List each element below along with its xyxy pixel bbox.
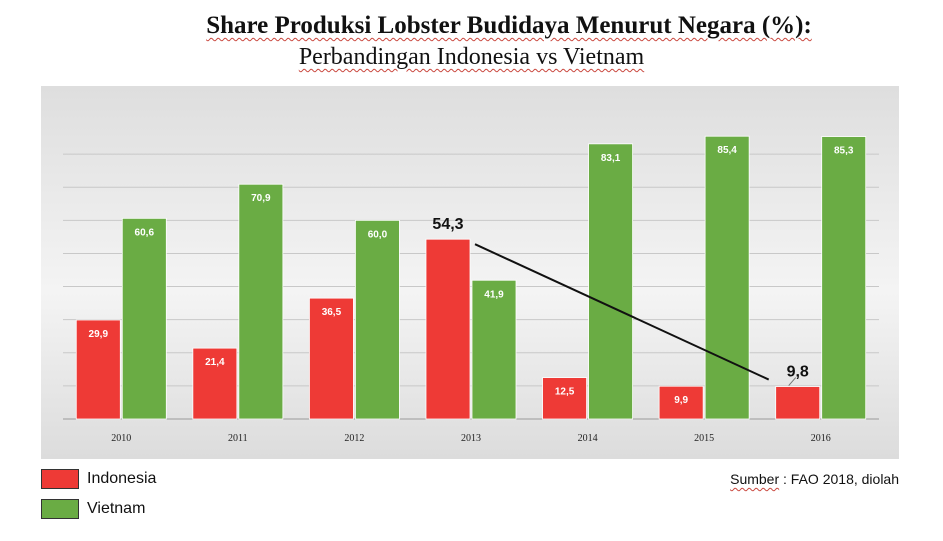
data-label-vietnam-2012: 60,0 [368,229,388,240]
data-label-vietnam-2013: 41,9 [484,289,504,300]
x-tick-label-2015: 2015 [694,433,714,444]
legend-swatch-vietnam [41,499,79,519]
x-tick-label-2010: 2010 [111,433,131,444]
source-rest: : FAO 2018, diolah [779,471,899,487]
legend-swatch-indonesia [41,469,79,489]
legend-label-indonesia: Indonesia [87,470,157,487]
bar-vietnam-2010 [121,217,167,420]
data-label-vietnam-2014: 83,1 [601,153,621,164]
title-line-1: Share Produksi Lobster Budidaya Menurut … [206,12,812,39]
data-label-indonesia-2012: 36,5 [322,307,342,318]
bar-indonesia-2011 [192,347,238,420]
bar-vietnam-2012 [355,219,400,420]
annotations: 54,3 9,8 [432,216,809,386]
bar-vietnam-2014 [588,143,633,420]
bar-indonesia-2016 [775,386,821,420]
bar-vietnam-2015 [704,135,750,420]
bars: 29,9 60,6 21,4 70,9 36,5 60,0 41,9 12,5 83,1 9,9 8… [75,135,867,420]
trend-line [474,243,770,381]
data-label-indonesia-2016: 9,8 [787,364,809,381]
data-label-indonesia-2014: 12,5 [555,387,575,398]
data-label-indonesia-2015: 9,9 [674,395,688,406]
legend-label-vietnam: Vietnam [87,500,146,517]
x-tick-label-2011: 2011 [228,433,248,444]
x-tick-label-2016: 2016 [811,433,831,444]
x-tick-label-2013: 2013 [461,433,481,444]
data-label-indonesia-2010: 29,9 [89,329,109,340]
title-line-2: Perbandingan Indonesia vs Vietnam [0,44,943,71]
bar-vietnam-2011 [238,183,284,420]
bar-indonesia-2014 [542,377,587,420]
bar-indonesia-2012 [309,297,354,420]
data-label-indonesia-2011: 21,4 [205,357,225,368]
data-label-vietnam-2011: 70,9 [251,193,271,204]
bar-vietnam-2016 [821,136,867,420]
bar-indonesia-2015 [658,385,704,420]
x-tick-labels: 2010 2011 2012 2013 2014 2015 2016 [111,433,830,444]
bar-chart: 29,9 60,6 21,4 70,9 36,5 60,0 41,9 12,5 83,1 9,9 8… [41,86,899,459]
bar-vietnam-2013 [471,279,517,420]
source-prefix: Sumber [730,471,780,487]
chart-title: Share Produksi Lobster Budidaya Menurut … [0,12,943,71]
bar-indonesia-2010 [75,319,121,420]
source-note: Sumber : FAO 2018, diolah [730,471,899,487]
x-tick-label-2012: 2012 [344,433,364,444]
data-label-indonesia-2013: 54,3 [432,216,463,233]
data-label-vietnam-2010: 60,6 [135,227,155,238]
legend-item-vietnam: Vietnam [41,494,156,524]
legend-item-indonesia: Indonesia [41,464,156,494]
bar-indonesia-2013 [425,238,471,420]
title-line-2-text: Perbandingan Indonesia vs Vietnam [298,44,645,70]
label-leader-line [788,377,797,386]
data-label-vietnam-2015: 85,4 [717,145,737,156]
legend: Indonesia Vietnam [41,464,156,524]
data-label-vietnam-2016: 85,3 [834,146,854,157]
x-tick-label-2014: 2014 [578,433,598,444]
